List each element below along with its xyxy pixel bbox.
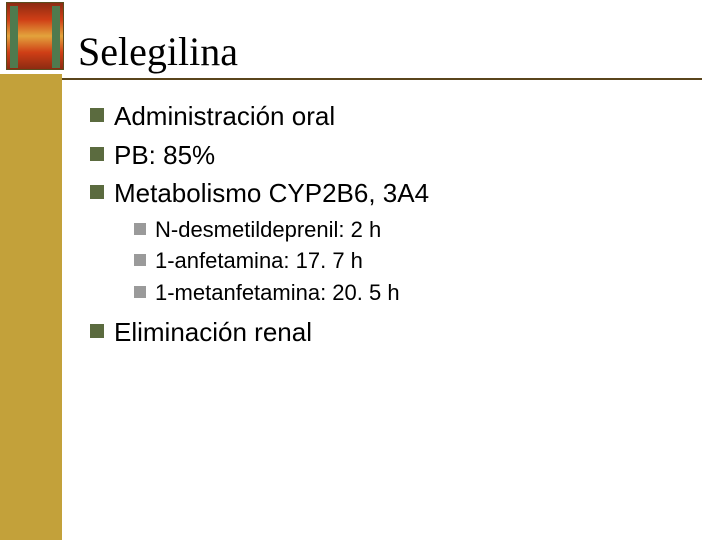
list-item-text: PB: 85% (114, 139, 215, 172)
slide-title: Selegilina (78, 28, 238, 75)
square-bullet-icon (134, 254, 146, 266)
content-area: Administración oral PB: 85% Metabolismo … (90, 100, 690, 355)
list-item-text: Metabolismo CYP2B6, 3A4 (114, 177, 429, 210)
slide: Selegilina Administración oral PB: 85% M… (0, 0, 720, 540)
list-item: Eliminación renal (90, 316, 690, 349)
sub-list-item: N-desmetildeprenil: 2 h (134, 216, 690, 244)
sub-list-item-text: 1-anfetamina: 17. 7 h (155, 247, 363, 275)
sub-list: N-desmetildeprenil: 2 h 1-anfetamina: 17… (134, 216, 690, 307)
title-underline (62, 78, 702, 80)
square-bullet-icon (90, 324, 104, 338)
square-bullet-icon (90, 185, 104, 199)
square-bullet-icon (90, 147, 104, 161)
decorative-sidebar (0, 74, 62, 540)
square-bullet-icon (90, 108, 104, 122)
list-item-text: Administración oral (114, 100, 335, 133)
list-item: Metabolismo CYP2B6, 3A4 (90, 177, 690, 210)
sub-list-item-text: N-desmetildeprenil: 2 h (155, 216, 381, 244)
sub-list-item: 1-metanfetamina: 20. 5 h (134, 279, 690, 307)
square-bullet-icon (134, 223, 146, 235)
sub-list-item-text: 1-metanfetamina: 20. 5 h (155, 279, 400, 307)
list-item: Administración oral (90, 100, 690, 133)
list-item: PB: 85% (90, 139, 690, 172)
square-bullet-icon (134, 286, 146, 298)
sub-list-item: 1-anfetamina: 17. 7 h (134, 247, 690, 275)
institution-logo (6, 2, 64, 70)
list-item-text: Eliminación renal (114, 316, 312, 349)
